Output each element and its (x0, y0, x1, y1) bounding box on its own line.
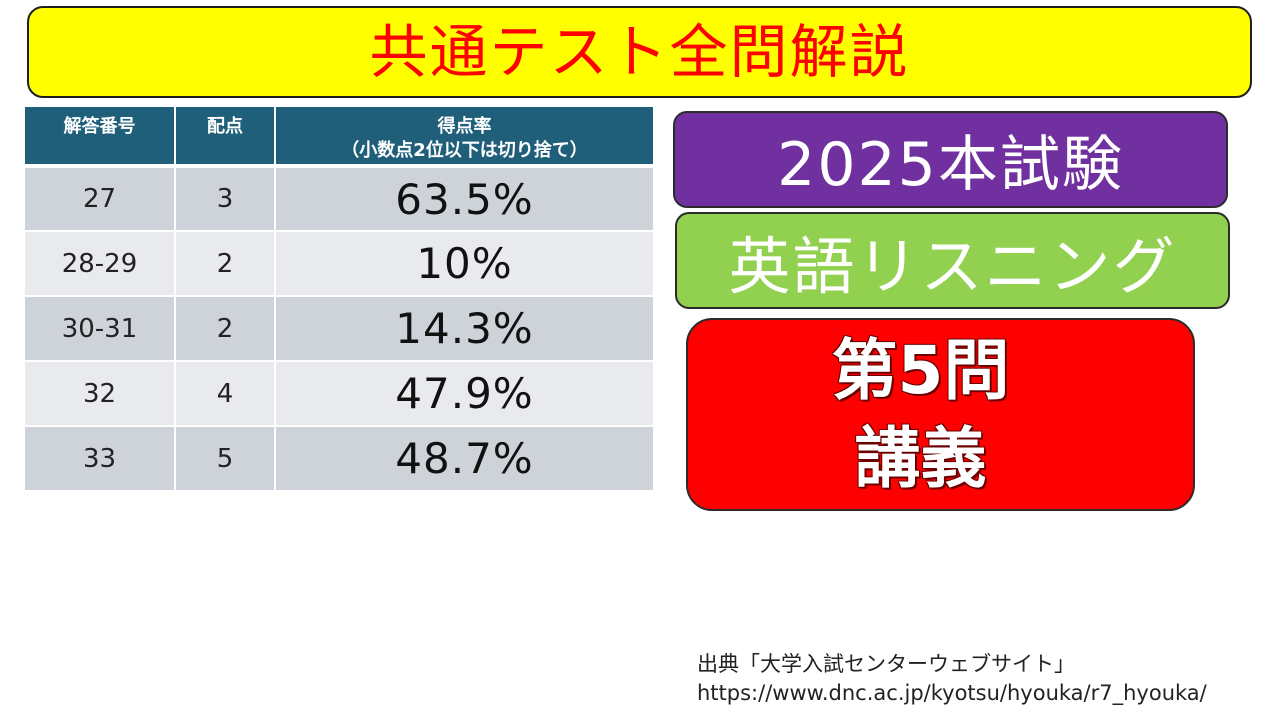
table-row: 30-31 2 14.3% (25, 296, 653, 362)
header-score-rate: 得点率 （小数点2位以下は切り捨て） (275, 107, 653, 168)
cell-answer-number: 28-29 (25, 231, 176, 297)
question-number-label: 第5問 (831, 331, 1010, 409)
cell-answer-number: 30-31 (25, 296, 176, 362)
cell-points: 2 (175, 296, 276, 362)
cell-score-rate: 48.7% (275, 426, 653, 492)
cell-score-rate: 47.9% (275, 361, 653, 427)
cell-score-rate: 10% (275, 231, 653, 297)
cell-points: 5 (175, 426, 276, 492)
page-title: 共通テスト全問解説 (369, 18, 910, 86)
source-url: https://www.dnc.ac.jp/kyotsu/hyouka/r7_h… (697, 681, 1207, 705)
cell-points: 2 (175, 231, 276, 297)
cell-score-rate: 63.5% (275, 166, 653, 232)
table-row: 33 5 48.7% (25, 426, 653, 492)
header-score-rate-note: （小数点2位以下は切り捨て） (341, 140, 588, 161)
table-row: 32 4 47.9% (25, 361, 653, 427)
cell-points: 3 (175, 166, 276, 232)
table-row: 28-29 2 10% (25, 231, 653, 297)
lecture-label: 講義 (854, 419, 987, 497)
question-part-box: 第5問 講義 (686, 318, 1195, 511)
cell-points: 4 (175, 361, 276, 427)
subject-label: 英語リスニング (728, 229, 1177, 303)
table-row: 27 3 63.5% (25, 166, 653, 232)
cell-answer-number: 27 (25, 166, 176, 232)
cell-answer-number: 33 (25, 426, 176, 492)
header-points: 配点 (175, 107, 276, 168)
exam-year-box: 2025本試験 (673, 111, 1228, 208)
score-rate-table: 解答番号 配点 得点率 （小数点2位以下は切り捨て） 27 3 63.5% 28… (25, 107, 653, 492)
header-answer-number: 解答番号 (25, 107, 176, 168)
header-score-rate-label: 得点率 (437, 116, 492, 137)
exam-year-label: 2025本試験 (777, 130, 1124, 200)
cell-answer-number: 32 (25, 361, 176, 427)
table-header-row: 解答番号 配点 得点率 （小数点2位以下は切り捨て） (25, 107, 653, 168)
subject-box: 英語リスニング (675, 212, 1230, 309)
source-citation: 出典「大学入試センターウェブサイト」 https://www.dnc.ac.jp… (697, 650, 1272, 708)
title-banner: 共通テスト全問解説 (27, 6, 1252, 98)
source-title: 出典「大学入試センターウェブサイト」 (697, 652, 1075, 676)
cell-score-rate: 14.3% (275, 296, 653, 362)
